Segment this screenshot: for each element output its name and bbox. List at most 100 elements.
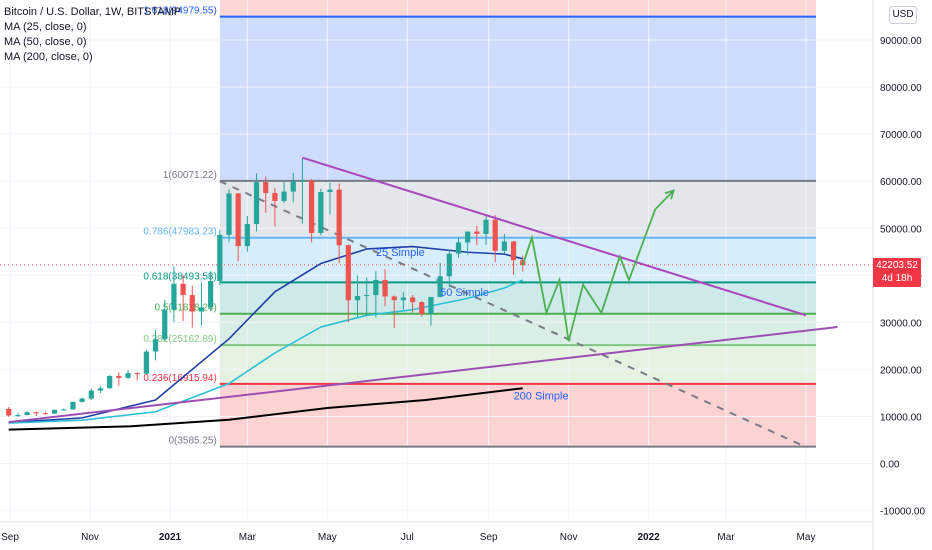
y-tick-label: 0.00: [880, 460, 900, 471]
fibonacci-levels[interactable]: 1.618(94979.55) 1(60071.22) 0.786(47983.23…: [143, 6, 816, 448]
candle-body: [263, 182, 269, 193]
trendline-upper: [302, 156, 807, 317]
dashed-line: [219, 180, 807, 448]
candle-body: [61, 409, 67, 411]
candlesticks: [6, 158, 526, 417]
candle-body: [226, 193, 232, 235]
candle-body: [15, 415, 21, 417]
candle-body: [428, 296, 434, 314]
candle-body: [244, 224, 250, 247]
candle-body: [281, 191, 287, 201]
ma-line-50: [8, 279, 524, 424]
x-tick-label: Jul: [401, 532, 414, 543]
zone-above-top: [219, 0, 816, 17]
candle-body: [162, 309, 168, 340]
projection-path[interactable]: [521, 189, 675, 342]
chart-annotations: 25 Simple 50 Simple 200 Simple: [0, 247, 873, 402]
x-tick-label: Sep: [480, 532, 498, 543]
trendlines[interactable]: [8, 156, 838, 424]
symbol-title[interactable]: Bitcoin / U.S. Dollar, 1W, BITSTAMP: [4, 6, 182, 18]
candle-body: [217, 234, 223, 281]
dashed-trendline[interactable]: [219, 180, 807, 448]
candle-body: [309, 180, 315, 233]
candle-body: [24, 412, 30, 416]
fib-label-0.382: 0.382(25162.89): [143, 334, 216, 345]
projection-arrowhead: [664, 189, 675, 200]
candle-body: [345, 245, 351, 301]
ma-annotation: 25 Simple: [376, 247, 425, 259]
x-tick-label: May: [797, 532, 816, 543]
y-tick-label: 10000.00: [880, 412, 922, 423]
ma200-legend[interactable]: MA (200, close, 0): [4, 51, 93, 63]
candle-body: [419, 302, 425, 314]
bar-countdown: 4d 18h: [881, 273, 913, 284]
y-tick-label: 90000.00: [880, 36, 922, 47]
candle-body: [125, 373, 131, 378]
currency-button[interactable]: USD: [889, 6, 917, 24]
candle-body: [400, 297, 407, 301]
fib-label-1: 1(60071.22): [163, 170, 217, 181]
ma50-legend[interactable]: MA (50, close, 0): [4, 36, 87, 48]
projection-line: [521, 189, 675, 342]
x-tick-label: Mar: [239, 532, 257, 543]
candle-body: [336, 189, 342, 246]
y-tick-label: 30000.00: [880, 318, 922, 329]
x-tick-label: Mar: [717, 532, 735, 543]
candle-body: [364, 295, 370, 297]
fib-label-0.5: 0.5(31828.24): [155, 303, 217, 314]
x-tick-label: Nov: [81, 532, 99, 543]
candle-body: [134, 373, 140, 375]
candle-body: [6, 408, 12, 416]
candle-body: [51, 409, 58, 414]
ma-line-25: [8, 245, 523, 424]
x-tick-label: Nov: [560, 532, 578, 543]
candle-body: [88, 390, 94, 399]
candle-body: [97, 388, 104, 391]
candle-body: [198, 307, 205, 312]
ma25-legend[interactable]: MA (25, close, 0): [4, 21, 87, 33]
candle-body: [180, 283, 186, 296]
fib-label-0.618: 0.618(38493.58): [143, 271, 216, 282]
zone-0.618: [219, 282, 816, 314]
y-tick-label: 50000.00: [880, 224, 922, 235]
fib-label-1.618: 1.618(94979.55): [143, 6, 216, 17]
candle-body: [152, 339, 159, 352]
candle-body: [70, 401, 76, 410]
y-tick-label: -10000.00: [880, 507, 925, 518]
x-tick-label: 2022: [638, 532, 661, 543]
y-tick-label: 60000.00: [880, 177, 922, 188]
candle-body: [318, 192, 324, 233]
last-price-value: 42203.52: [876, 260, 918, 271]
zone-0.5: [219, 313, 816, 346]
candle-body: [354, 296, 361, 301]
candle-body: [171, 283, 177, 310]
zone-0.236: [219, 383, 816, 447]
last-price-tag: 42203.52 4d 18h: [873, 258, 921, 287]
ma-annotation: 200 Simple: [514, 390, 569, 402]
candle-body: [492, 219, 498, 251]
ma-annotation: 50 Simple: [440, 287, 489, 299]
candle-body: [465, 231, 471, 243]
candle-body: [272, 192, 278, 201]
fib-label-0.786: 0.786(47983.23): [143, 227, 216, 238]
moving-average-lines: [8, 245, 524, 431]
zone-1.618: [219, 16, 816, 181]
y-tick-label: 70000.00: [880, 130, 922, 141]
trendline-lower: [8, 326, 838, 424]
candle-body: [437, 276, 443, 297]
candle-body: [299, 180, 306, 182]
y-tick-label: 80000.00: [880, 83, 922, 94]
candle-body: [373, 280, 379, 296]
candle-body: [510, 241, 517, 261]
candle-body: [483, 219, 489, 234]
candle-body: [143, 351, 149, 374]
candle-body: [189, 295, 195, 312]
candle-body: [253, 182, 260, 225]
x-tick-label: 2021: [159, 532, 182, 543]
x-tick-label: Sep: [1, 532, 19, 543]
y-tick-label: 20000.00: [880, 365, 922, 376]
candle-body: [474, 231, 480, 234]
candle-body: [107, 375, 113, 389]
